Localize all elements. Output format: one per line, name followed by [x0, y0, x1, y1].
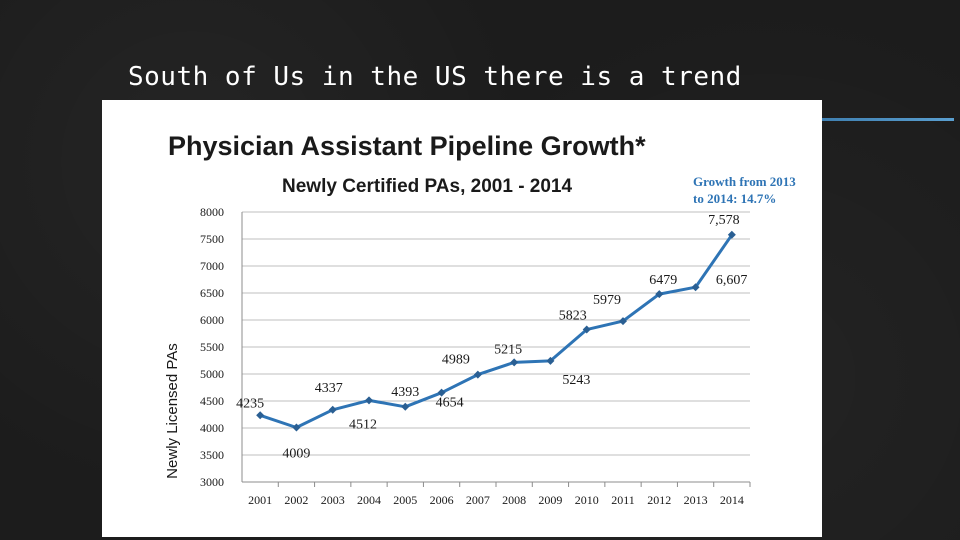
chart-subtitle: Newly Certified PAs, 2001 - 2014 — [282, 176, 572, 197]
y-tick-label: 7000 — [200, 259, 224, 273]
data-label: 5215 — [494, 342, 522, 357]
data-point — [510, 358, 519, 367]
chart-image: Physician Assistant Pipeline Growth* New… — [102, 100, 822, 537]
x-tick-label: 2005 — [393, 493, 417, 507]
title-accent-line — [820, 118, 954, 121]
data-point — [619, 317, 627, 326]
y-tick-label: 5000 — [200, 367, 224, 381]
data-label: 4337 — [315, 381, 343, 396]
y-tick-label: 3500 — [200, 448, 224, 462]
data-label: 6,607 — [716, 273, 748, 288]
data-label: 5979 — [593, 293, 621, 308]
y-tick-label: 7500 — [200, 232, 224, 246]
x-tick-label: 2008 — [502, 493, 526, 507]
data-label: 4235 — [236, 396, 264, 411]
data-point — [328, 405, 337, 414]
data-label: 5823 — [559, 309, 587, 324]
data-point — [582, 325, 591, 334]
x-tick-label: 2011 — [611, 493, 635, 507]
data-point — [292, 423, 301, 432]
chart-title: Physician Assistant Pipeline Growth* — [168, 131, 646, 161]
x-tick-label: 2010 — [575, 493, 599, 507]
data-label: 4654 — [436, 396, 464, 411]
x-tick-label: 2009 — [538, 493, 562, 507]
data-point — [655, 290, 664, 299]
data-point — [727, 230, 736, 239]
annotation-line-2: to 2014: 14.7% — [693, 191, 776, 206]
data-label: 7,578 — [708, 213, 740, 228]
data-label: 5243 — [562, 373, 590, 388]
data-point — [473, 370, 482, 379]
x-tick-label: 2003 — [321, 493, 345, 507]
slide-title: South of Us in the US there is a trend — [128, 62, 742, 92]
x-tick-label: 2006 — [430, 493, 454, 507]
data-point — [365, 396, 373, 405]
y-tick-label: 6000 — [200, 313, 224, 327]
data-label: 4989 — [442, 353, 470, 368]
y-tick-label: 5500 — [200, 340, 224, 354]
annotation-line-1: Growth from 2013 — [693, 174, 796, 189]
x-tick-label: 2002 — [284, 493, 308, 507]
data-label: 6479 — [649, 273, 677, 288]
y-tick-label: 6500 — [200, 286, 224, 300]
data-label: 4512 — [349, 417, 377, 432]
data-point — [546, 356, 555, 365]
y-tick-label: 3000 — [200, 475, 224, 489]
data-point — [437, 388, 446, 397]
y-tick-label: 8000 — [200, 205, 224, 219]
x-tick-label: 2001 — [248, 493, 272, 507]
data-label: 4009 — [282, 447, 310, 462]
line-chart: Physician Assistant Pipeline Growth* New… — [164, 131, 796, 507]
x-tick-label: 2014 — [720, 493, 744, 507]
x-tick-label: 2013 — [684, 493, 708, 507]
x-tick-label: 2004 — [357, 493, 381, 507]
data-point — [401, 402, 410, 411]
data-label: 4393 — [391, 385, 419, 400]
y-tick-label: 4500 — [200, 394, 224, 408]
x-tick-label: 2012 — [647, 493, 671, 507]
data-point — [256, 411, 265, 420]
x-tick-label: 2007 — [466, 493, 490, 507]
y-tick-label: 4000 — [200, 421, 224, 435]
y-axis-label: Newly Licensed PAs — [164, 343, 181, 479]
series-line — [259, 233, 734, 429]
data-point — [691, 283, 700, 292]
